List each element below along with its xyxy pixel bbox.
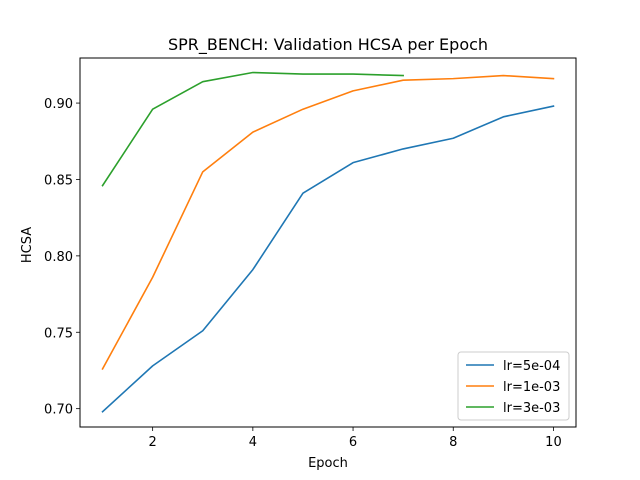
legend-label: lr=5e-04 xyxy=(503,359,560,374)
y-tick-label: 0.80 xyxy=(44,250,73,265)
y-tick-label: 0.75 xyxy=(44,326,73,341)
series-lines xyxy=(101,71,555,413)
x-tick-label: 6 xyxy=(349,435,357,450)
chart-title: SPR_BENCH: Validation HCSA per Epoch xyxy=(168,35,488,55)
x-tick-label: 2 xyxy=(149,435,157,450)
x-tick-label: 4 xyxy=(249,435,257,450)
series-line-2 xyxy=(101,74,555,371)
y-axis-label: HCSA xyxy=(20,227,35,263)
series-line-3 xyxy=(101,71,404,187)
y-tick-label: 0.90 xyxy=(44,97,73,112)
x-axis-label: Epoch xyxy=(308,456,348,471)
legend-label: lr=1e-03 xyxy=(503,380,560,395)
plot-frame xyxy=(79,57,577,428)
y-axis: 0.70 0.75 0.80 0.85 0.90 xyxy=(44,97,80,418)
x-tick-label: 10 xyxy=(545,435,562,450)
y-tick-label: 0.85 xyxy=(44,173,73,188)
y-tick-label: 0.70 xyxy=(44,403,73,418)
series-line-1 xyxy=(101,105,555,413)
legend-box xyxy=(457,351,570,421)
x-tick-label: 8 xyxy=(449,435,457,450)
legend: lr=5e-04 lr=1e-03 lr=3e-03 xyxy=(457,351,570,421)
x-axis: 2 4 6 8 10 xyxy=(149,427,562,450)
legend-label: lr=3e-03 xyxy=(503,401,560,416)
